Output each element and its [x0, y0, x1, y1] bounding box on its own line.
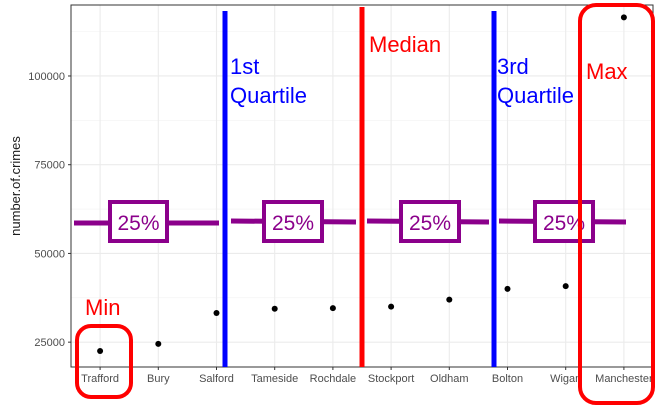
segment-label-2: 25% — [262, 200, 324, 243]
y-tick-label: 75000 — [34, 160, 65, 172]
segment-label-text: 25% — [409, 212, 451, 235]
segment-label-4: 25% — [533, 200, 595, 243]
max-annotation: Max — [586, 59, 628, 84]
x-tick-label: Bolton — [492, 373, 523, 385]
x-tick-label: Rochdale — [310, 373, 356, 385]
data-point — [620, 14, 627, 21]
q1-annotation-line2: Quartile — [230, 83, 307, 108]
min-highlight-box — [75, 324, 133, 399]
data-point — [504, 285, 511, 292]
x-tick-label: Oldham — [430, 373, 469, 385]
data-point — [155, 340, 162, 347]
y-axis: 25000 50000 75000 100000 — [28, 71, 71, 349]
data-point — [213, 310, 220, 317]
segment-label-text: 25% — [543, 212, 585, 235]
data-point — [97, 348, 104, 355]
data-points — [97, 14, 627, 355]
x-tick-label: Tameside — [251, 373, 298, 385]
min-annotation: Min — [85, 295, 120, 320]
x-tick-label: Trafford — [81, 373, 119, 385]
q3-annotation-line1: 3rd — [497, 54, 529, 79]
y-tick-label: 100000 — [28, 71, 65, 83]
x-tick-label: Manchester — [595, 373, 653, 385]
q3-annotation-line2: Quartile — [497, 83, 574, 108]
x-tick-label: Bury — [147, 373, 170, 385]
x-tick-label: Salford — [199, 373, 234, 385]
data-point — [446, 296, 453, 303]
data-point — [388, 303, 395, 310]
data-point — [271, 305, 278, 312]
data-point — [329, 305, 336, 312]
segment-label-1: 25% — [108, 200, 169, 243]
x-tick-label: Stockport — [368, 373, 414, 385]
x-tick-label: Wigan — [550, 373, 581, 385]
data-point — [562, 283, 569, 290]
segment-label-3: 25% — [399, 200, 461, 243]
y-tick-label: 25000 — [34, 337, 65, 349]
q1-annotation-line1: 1st — [230, 54, 259, 79]
x-axis: Trafford Bury Salford Tameside Rochdale Stock… — [81, 367, 653, 385]
segment-label-text: 25% — [272, 212, 314, 235]
segment-label-text: 25% — [117, 212, 159, 235]
y-tick-label: 50000 — [34, 248, 65, 260]
max-highlight-box — [578, 3, 655, 405]
y-axis-title: number.of.crimes — [8, 136, 23, 236]
median-annotation: Median — [369, 32, 441, 57]
